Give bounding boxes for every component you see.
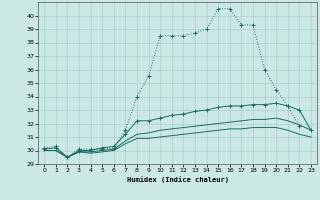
- X-axis label: Humidex (Indice chaleur): Humidex (Indice chaleur): [127, 176, 228, 183]
